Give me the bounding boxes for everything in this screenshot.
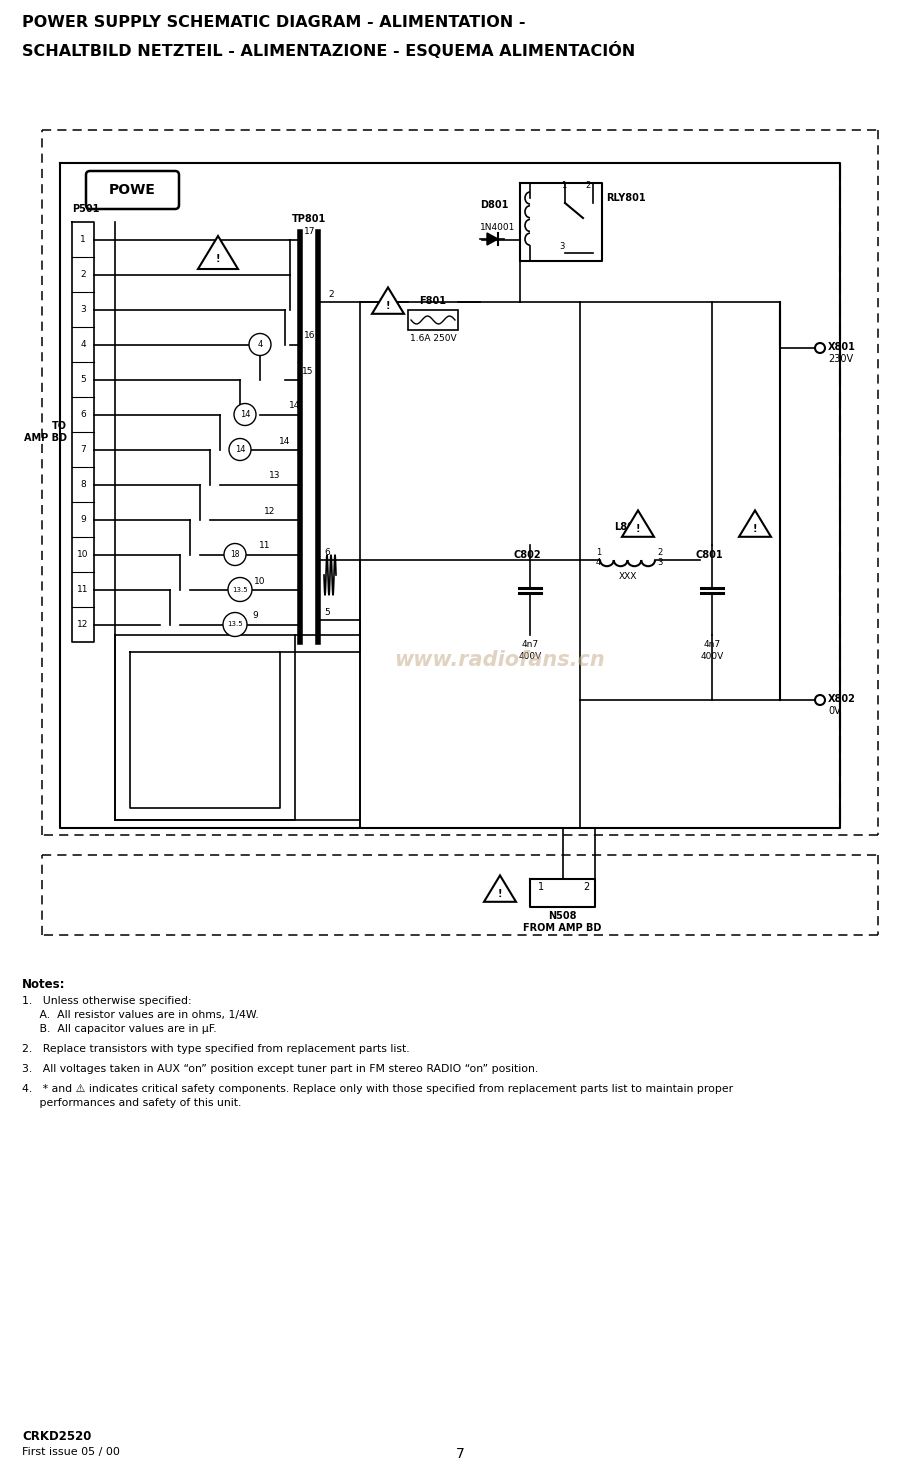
Text: 2: 2 bbox=[583, 882, 588, 892]
Text: TP801: TP801 bbox=[291, 213, 325, 224]
Text: 1: 1 bbox=[80, 236, 85, 245]
Text: 4: 4 bbox=[596, 559, 601, 568]
Text: 0V: 0V bbox=[827, 705, 840, 716]
Text: RLY801: RLY801 bbox=[606, 193, 645, 203]
Text: 1N4001: 1N4001 bbox=[480, 222, 515, 233]
Text: 13: 13 bbox=[269, 471, 280, 480]
Text: 4.   * and ⚠ indicates critical safety components. Replace only with those speci: 4. * and ⚠ indicates critical safety com… bbox=[22, 1083, 732, 1094]
Text: 3: 3 bbox=[559, 242, 563, 250]
Text: 7: 7 bbox=[455, 1446, 464, 1461]
Text: 400V: 400V bbox=[699, 652, 723, 661]
Text: N508: N508 bbox=[548, 911, 576, 920]
Text: 4n7: 4n7 bbox=[521, 640, 538, 649]
Text: 12: 12 bbox=[77, 619, 88, 628]
Text: 2: 2 bbox=[328, 290, 334, 299]
Text: 5: 5 bbox=[323, 608, 329, 617]
Text: 230V: 230V bbox=[827, 354, 852, 365]
Text: www.radiofans.cn: www.radiofans.cn bbox=[394, 651, 605, 670]
Circle shape bbox=[249, 333, 271, 356]
Text: 14: 14 bbox=[289, 402, 301, 411]
Circle shape bbox=[228, 578, 252, 602]
Text: 16: 16 bbox=[304, 332, 315, 341]
Text: !: ! bbox=[385, 301, 390, 311]
Text: 14: 14 bbox=[234, 445, 245, 453]
Text: 1: 1 bbox=[596, 548, 601, 557]
Text: 3: 3 bbox=[80, 305, 85, 314]
Text: 10: 10 bbox=[77, 550, 88, 559]
Text: 17: 17 bbox=[304, 227, 315, 236]
Text: B.  All capacitor values are in μF.: B. All capacitor values are in μF. bbox=[22, 1024, 216, 1034]
Text: C802: C802 bbox=[514, 550, 541, 560]
Text: 400V: 400V bbox=[517, 652, 541, 661]
Text: 12: 12 bbox=[264, 507, 276, 516]
Text: 14: 14 bbox=[279, 437, 290, 446]
Text: 11: 11 bbox=[77, 585, 88, 594]
Text: D801: D801 bbox=[480, 200, 508, 210]
Text: 2.   Replace transistors with type specified from replacement parts list.: 2. Replace transistors with type specifi… bbox=[22, 1043, 409, 1054]
Text: 4: 4 bbox=[257, 339, 262, 348]
Polygon shape bbox=[371, 288, 403, 314]
Text: TO
AMP BD: TO AMP BD bbox=[24, 421, 67, 443]
Text: !: ! bbox=[635, 523, 640, 534]
Bar bbox=[407, 310, 458, 330]
Text: 3: 3 bbox=[656, 559, 662, 568]
Polygon shape bbox=[738, 510, 770, 536]
Text: 8: 8 bbox=[80, 480, 85, 489]
Text: 2: 2 bbox=[656, 548, 662, 557]
Circle shape bbox=[229, 439, 251, 461]
Text: 2: 2 bbox=[80, 270, 85, 279]
Text: First issue 05 / 00: First issue 05 / 00 bbox=[22, 1446, 119, 1457]
Text: X801: X801 bbox=[827, 342, 855, 353]
Polygon shape bbox=[483, 876, 516, 903]
Text: 11: 11 bbox=[259, 541, 270, 550]
Text: 4n7: 4n7 bbox=[703, 640, 720, 649]
Polygon shape bbox=[198, 236, 238, 270]
FancyBboxPatch shape bbox=[85, 170, 179, 209]
Text: 3.   All voltages taken in AUX “on” position except tuner part in FM stereo RADI: 3. All voltages taken in AUX “on” positi… bbox=[22, 1064, 538, 1074]
Text: C801: C801 bbox=[696, 550, 723, 560]
Text: 15: 15 bbox=[301, 366, 312, 375]
Text: 18: 18 bbox=[230, 550, 240, 559]
Text: 6: 6 bbox=[323, 548, 329, 557]
Circle shape bbox=[814, 695, 824, 705]
Circle shape bbox=[233, 403, 255, 425]
Text: 4: 4 bbox=[80, 339, 85, 348]
Text: SCHALTBILD NETZTEIL - ALIMENTAZIONE - ESQUEMA ALIMENTACIÓN: SCHALTBILD NETZTEIL - ALIMENTAZIONE - ES… bbox=[22, 41, 634, 59]
Text: performances and safety of this unit.: performances and safety of this unit. bbox=[22, 1098, 241, 1109]
Polygon shape bbox=[621, 510, 653, 536]
Text: XXX: XXX bbox=[618, 572, 636, 581]
Text: L801: L801 bbox=[614, 522, 641, 532]
Text: POWER SUPPLY SCHEMATIC DIAGRAM - ALIMENTATION -: POWER SUPPLY SCHEMATIC DIAGRAM - ALIMENT… bbox=[22, 15, 525, 30]
Text: 9: 9 bbox=[252, 612, 257, 621]
Text: Notes:: Notes: bbox=[22, 978, 65, 991]
Polygon shape bbox=[486, 233, 497, 245]
Text: !: ! bbox=[752, 523, 756, 534]
Text: 1.   Unless otherwise specified:: 1. Unless otherwise specified: bbox=[22, 996, 191, 1006]
Text: !: ! bbox=[497, 889, 502, 898]
Text: X802: X802 bbox=[827, 694, 855, 704]
Text: 9: 9 bbox=[80, 516, 85, 525]
Text: P501: P501 bbox=[72, 205, 99, 213]
Text: FROM AMP BD: FROM AMP BD bbox=[523, 923, 601, 934]
Text: 1: 1 bbox=[561, 181, 565, 190]
Text: 2: 2 bbox=[584, 181, 590, 190]
Text: !: ! bbox=[216, 253, 220, 264]
Text: 10: 10 bbox=[254, 576, 266, 585]
Text: 1.6A 250V: 1.6A 250V bbox=[409, 333, 456, 342]
Circle shape bbox=[222, 612, 246, 636]
Text: 7: 7 bbox=[80, 445, 85, 453]
Text: POWE: POWE bbox=[109, 182, 155, 197]
Text: CRKD2520: CRKD2520 bbox=[22, 1430, 91, 1443]
Text: 13.5: 13.5 bbox=[232, 587, 247, 593]
Text: 6: 6 bbox=[80, 411, 85, 419]
Circle shape bbox=[223, 544, 245, 566]
Text: 5: 5 bbox=[80, 375, 85, 384]
Circle shape bbox=[814, 342, 824, 353]
Text: A.  All resistor values are in ohms, 1/4W.: A. All resistor values are in ohms, 1/4W… bbox=[22, 1011, 258, 1020]
Text: 1: 1 bbox=[538, 882, 543, 892]
Text: 14: 14 bbox=[240, 411, 250, 419]
Text: F801: F801 bbox=[419, 296, 446, 305]
Text: 13.5: 13.5 bbox=[227, 621, 243, 627]
